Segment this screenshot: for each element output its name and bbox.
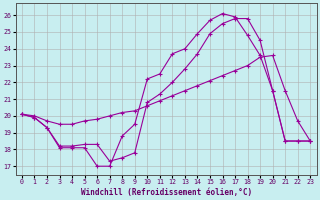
X-axis label: Windchill (Refroidissement éolien,°C): Windchill (Refroidissement éolien,°C) [81, 188, 252, 197]
